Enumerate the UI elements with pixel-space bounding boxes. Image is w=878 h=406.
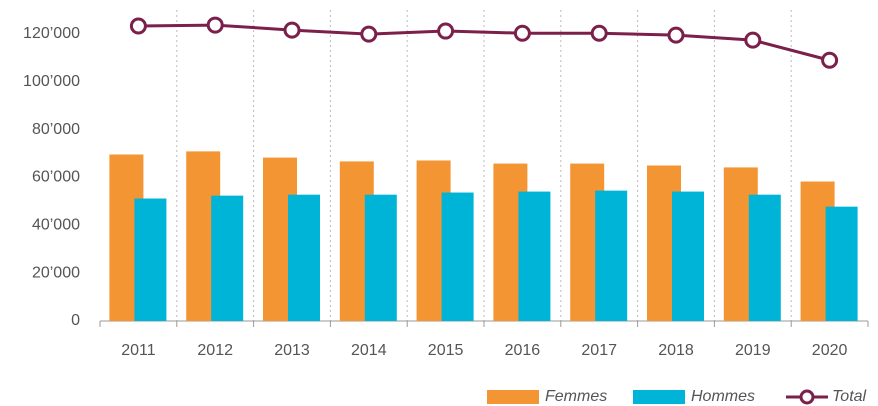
x-tick-label: 2013 [274, 342, 310, 359]
marker [283, 21, 301, 39]
marker [821, 51, 839, 69]
x-tick-label: 2015 [428, 342, 464, 359]
bar [825, 206, 858, 321]
marker [590, 24, 608, 42]
marker [360, 25, 378, 43]
marker [513, 24, 531, 42]
marker [667, 26, 685, 44]
legend-swatch [633, 390, 685, 404]
x-tick-label: 2012 [197, 342, 233, 359]
legend-swatch [487, 390, 539, 404]
bar [211, 195, 244, 321]
y-tick-label: 120’000 [23, 25, 80, 42]
marker [206, 16, 224, 34]
x-tick-label: 2020 [812, 342, 848, 359]
bar [595, 190, 628, 321]
legend-label: Hommes [691, 388, 755, 405]
bar [518, 191, 551, 321]
legend-swatch [799, 389, 815, 405]
bar [288, 194, 320, 321]
y-tick-label: 100’000 [23, 73, 80, 90]
bar [364, 194, 397, 321]
marker [437, 22, 455, 40]
x-tick-label: 2017 [581, 342, 617, 359]
line [138, 23, 830, 62]
y-tick-label: 40’000 [32, 217, 80, 234]
x-tick-label: 2018 [658, 342, 694, 359]
x-tick-label: 2019 [735, 342, 771, 359]
legend-label: Femmes [545, 388, 607, 405]
x-tick-label: 2014 [351, 342, 387, 359]
bar [441, 192, 474, 321]
y-tick-label: 0 [71, 312, 80, 329]
x-tick-label: 2016 [505, 342, 541, 359]
marker [744, 31, 762, 49]
y-tick-label: 20’000 [32, 264, 80, 281]
marker [129, 17, 147, 35]
bar [748, 194, 781, 321]
bar [672, 191, 704, 321]
x-tick-label: 2011 [121, 342, 156, 359]
bar [134, 198, 167, 321]
y-tick-label: 80’000 [32, 121, 80, 138]
y-tick-label: 60’000 [32, 169, 80, 186]
legend-label: Total [832, 388, 867, 405]
